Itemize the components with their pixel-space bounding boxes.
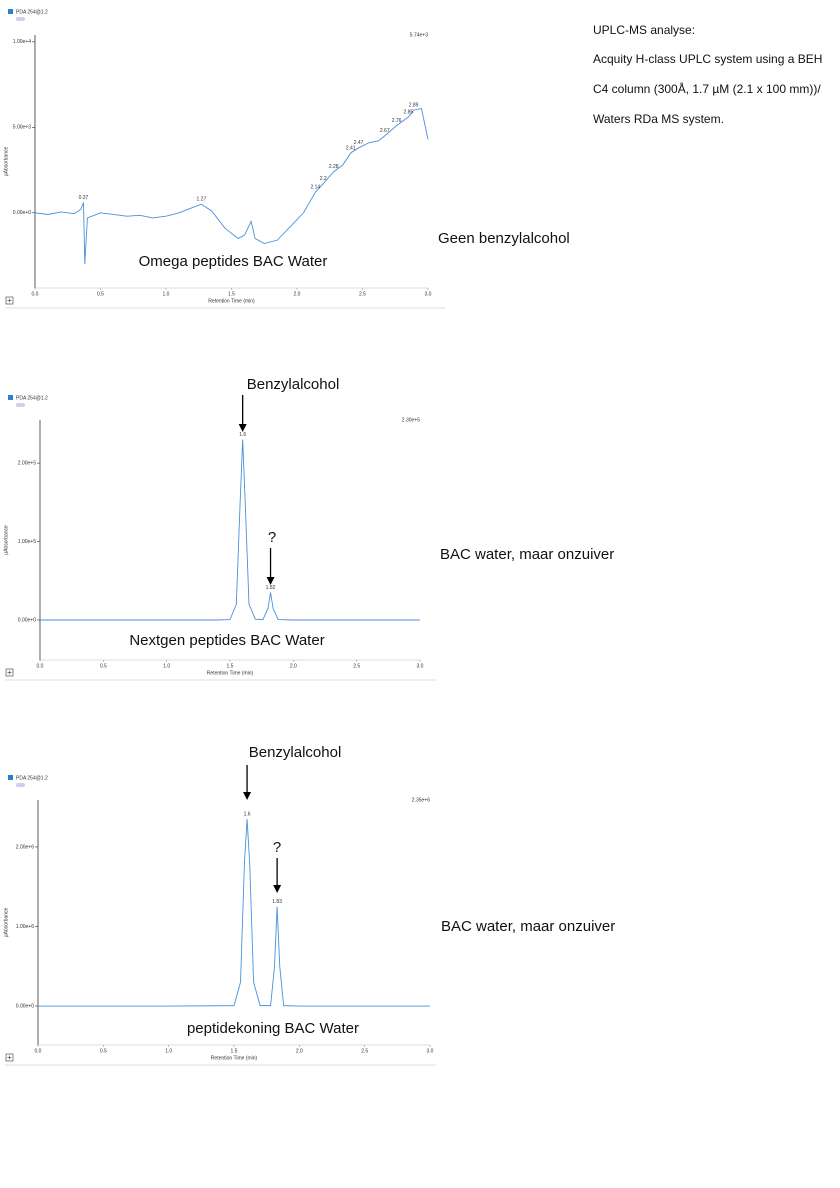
description-line: Acquity H-class UPLC system using a BEH — [593, 52, 822, 66]
annotation: ? — [273, 839, 281, 856]
x-tick-label: 1.5 — [231, 1048, 238, 1054]
x-tick-label: 2.0 — [294, 291, 301, 297]
x-tick-label: 2.0 — [296, 1048, 303, 1054]
expand-plus — [7, 1055, 12, 1060]
annotation-arrowhead — [266, 577, 275, 585]
y-axis-label: µAbsorbance — [3, 147, 9, 177]
expand-plus — [7, 298, 12, 303]
y-tick-label: 0.00e+0 — [13, 210, 31, 216]
chart-title: PDA 254@1.2 — [16, 775, 48, 781]
peak-label: 1.27 — [197, 197, 207, 203]
annotation: Benzylalcohol — [247, 376, 340, 393]
x-tick-label: 0.5 — [100, 1048, 107, 1054]
peak-label: 2.28 — [329, 164, 339, 170]
chart-title: PDA 254@1.2 — [16, 395, 48, 401]
badge — [16, 17, 25, 21]
chart-title: PDA 254@1.2 — [16, 9, 48, 15]
x-tick-label: 3.0 — [425, 291, 432, 297]
y-tick-label: 1.00e+6 — [16, 924, 34, 930]
y-tick-label: 1.00e+4 — [13, 39, 31, 45]
x-tick-label: 2.0 — [290, 663, 297, 669]
badge — [16, 403, 25, 407]
x-tick-label: 1.0 — [163, 663, 170, 669]
legend-checkbox — [8, 395, 13, 400]
peak-label: 2.67 — [380, 128, 390, 134]
y-axis-label: µAbsorbance — [3, 525, 9, 555]
y-tick-label: 5.00e+3 — [13, 125, 31, 131]
sample-caption: Omega peptides BAC Water — [139, 253, 328, 270]
description-line: UPLC-MS analyse: — [593, 23, 695, 37]
y-tick-label: 0.00e+0 — [18, 617, 36, 623]
x-axis-label: Retention Time (min) — [211, 1055, 258, 1061]
badge — [16, 783, 25, 787]
chromatogram-line — [38, 819, 430, 1007]
peak-label: 2.47 — [354, 140, 364, 146]
annotation: ? — [268, 529, 276, 546]
legend-checkbox — [8, 775, 13, 780]
peak-label: 2.2 — [320, 176, 327, 182]
x-tick-label: 1.5 — [227, 663, 234, 669]
x-tick-label: 3.0 — [417, 663, 424, 669]
max-label: 2.35e+6 — [412, 797, 430, 803]
x-tick-label: 3.0 — [427, 1048, 434, 1054]
x-tick-label: 1.5 — [228, 291, 235, 297]
annotation: Benzylalcohol — [249, 744, 342, 761]
x-tick-label: 0.5 — [100, 663, 107, 669]
peak-label: 1.6 — [239, 432, 246, 438]
sample-caption: peptidekoning BAC Water — [187, 1020, 359, 1037]
peak-label: 2.89 — [409, 103, 419, 109]
x-axis-label: Retention Time (min) — [207, 670, 254, 676]
peak-label: 1.82 — [266, 585, 276, 591]
annotation-arrowhead — [243, 792, 252, 800]
x-tick-label: 1.0 — [165, 1048, 172, 1054]
peak-label: 1.6 — [244, 811, 251, 817]
y-tick-label: 2.00e+6 — [16, 844, 34, 850]
x-tick-label: 2.5 — [359, 291, 366, 297]
max-label: 5.74e+3 — [410, 32, 428, 38]
x-tick-label: 0.5 — [97, 291, 104, 297]
y-axis-label: µAbsorbance — [3, 908, 9, 938]
annotation-arrowhead — [238, 424, 247, 432]
peak-label: 0.37 — [79, 195, 89, 201]
expand-button — [5, 668, 14, 677]
y-tick-label: 2.00e+5 — [18, 460, 36, 466]
peak-label: 1.83 — [272, 899, 282, 905]
peak-label: 2.76 — [392, 118, 402, 124]
expand-button — [5, 1053, 14, 1062]
x-tick-label: 1.0 — [163, 291, 170, 297]
annotation-arrowhead — [273, 885, 282, 893]
chromatogram-line — [34, 107, 429, 265]
legend-checkbox — [8, 9, 13, 14]
x-tick-label: 0.0 — [32, 291, 39, 297]
peak-label: 2.85 — [403, 109, 413, 115]
expand-button — [5, 296, 14, 305]
x-tick-label: 0.0 — [37, 663, 44, 669]
chromatogram-line — [40, 439, 420, 621]
expand-plus — [7, 670, 12, 675]
side-note: BAC water, maar onzuiver — [440, 546, 614, 563]
x-tick-label: 2.5 — [353, 663, 360, 669]
description-line: C4 column (300Å, 1.7 µM (2.1 x 100 mm))/ — [593, 81, 821, 96]
x-tick-label: 2.5 — [361, 1048, 368, 1054]
y-tick-label: 0.00e+0 — [16, 1003, 34, 1009]
peak-label: 2.41 — [346, 145, 356, 151]
description-line: Waters RDa MS system. — [593, 112, 724, 126]
sample-caption: Nextgen peptides BAC Water — [129, 632, 324, 649]
peak-label: 2.14 — [310, 185, 320, 191]
side-note: BAC water, maar onzuiver — [441, 918, 615, 935]
max-label: 2.30e+5 — [402, 417, 420, 423]
y-tick-label: 1.00e+5 — [18, 539, 36, 545]
side-note: Geen benzylalcohol — [438, 230, 570, 247]
x-axis-label: Retention Time (min) — [208, 298, 255, 304]
x-tick-label: 0.0 — [35, 1048, 42, 1054]
